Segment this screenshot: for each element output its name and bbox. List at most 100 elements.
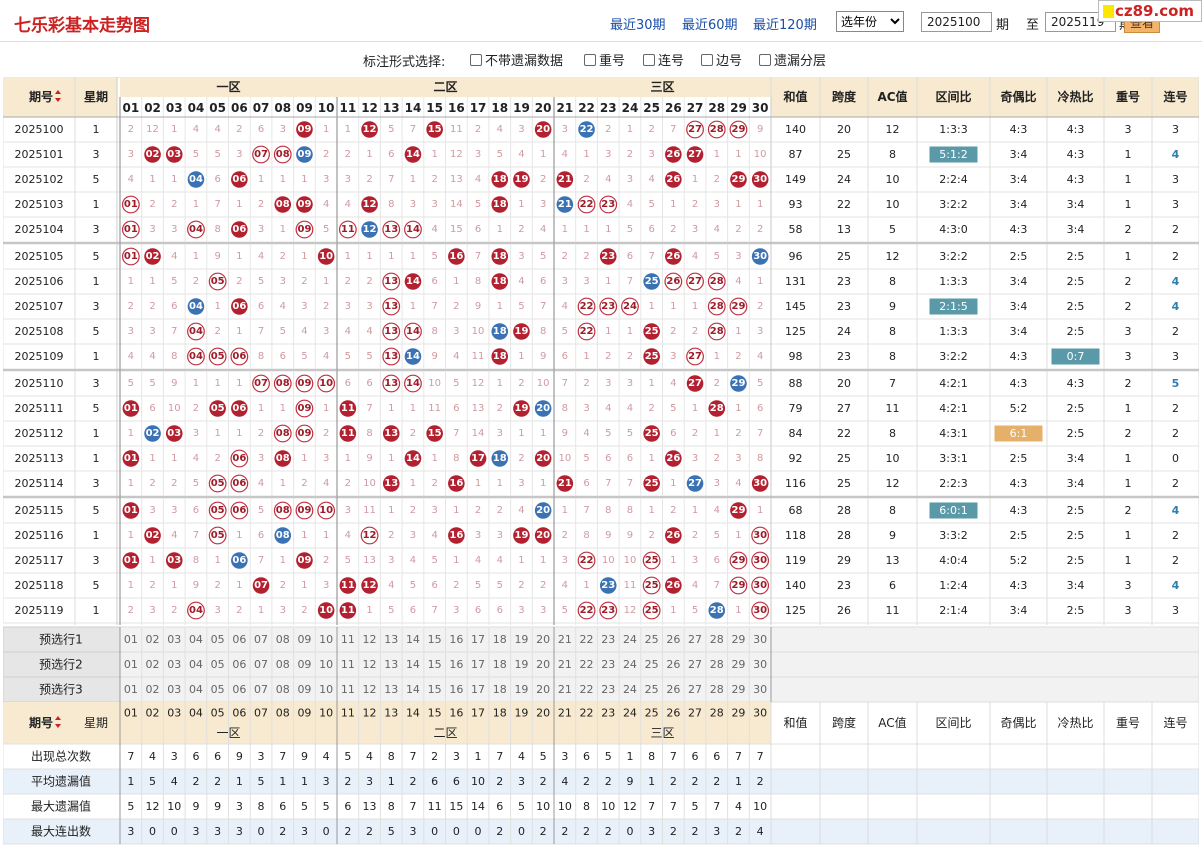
preselect-number[interactable]: 26 bbox=[666, 658, 680, 671]
preselect-number[interactable]: 09 bbox=[297, 633, 311, 646]
preselect-number[interactable]: 11 bbox=[341, 658, 355, 671]
preselect-number[interactable]: 07 bbox=[254, 633, 268, 646]
preselect-number[interactable]: 15 bbox=[428, 658, 442, 671]
preselect-number[interactable]: 21 bbox=[558, 683, 572, 696]
preselect-number[interactable]: 17 bbox=[471, 633, 485, 646]
checkbox-icon[interactable] bbox=[701, 54, 713, 66]
checkbox-icon[interactable] bbox=[643, 54, 655, 66]
preselect-number[interactable]: 27 bbox=[688, 658, 702, 671]
preselect-number[interactable]: 07 bbox=[254, 658, 268, 671]
preselect-number[interactable]: 11 bbox=[341, 633, 355, 646]
preselect-number[interactable]: 06 bbox=[232, 683, 246, 696]
preselect-number[interactable]: 01 bbox=[124, 658, 138, 671]
preselect-number[interactable]: 01 bbox=[124, 683, 138, 696]
preselect-number[interactable]: 05 bbox=[211, 658, 225, 671]
preselect-number[interactable]: 09 bbox=[297, 683, 311, 696]
preselect-number[interactable]: 23 bbox=[601, 658, 615, 671]
preselect-number[interactable]: 25 bbox=[645, 658, 659, 671]
preselect-number[interactable]: 12 bbox=[363, 683, 377, 696]
preselect-number[interactable]: 16 bbox=[449, 633, 463, 646]
preselect-number[interactable]: 29 bbox=[731, 683, 745, 696]
preselect-number[interactable]: 07 bbox=[254, 683, 268, 696]
preselect-number[interactable]: 15 bbox=[428, 683, 442, 696]
preselect-number[interactable]: 11 bbox=[341, 683, 355, 696]
footer-issue-header[interactable]: 期号 bbox=[29, 715, 53, 730]
preselect-number[interactable]: 20 bbox=[536, 658, 550, 671]
issue-header[interactable]: 期号 bbox=[29, 89, 53, 104]
option-edge[interactable]: 边号 bbox=[701, 50, 742, 69]
preselect-number[interactable]: 10 bbox=[319, 633, 333, 646]
preselect-number[interactable]: 16 bbox=[449, 658, 463, 671]
preselect-number[interactable]: 04 bbox=[189, 633, 203, 646]
preselect-number[interactable]: 03 bbox=[167, 633, 181, 646]
preselect-number[interactable]: 27 bbox=[688, 683, 702, 696]
preselect-number[interactable]: 24 bbox=[623, 683, 637, 696]
preselect-number[interactable]: 27 bbox=[688, 633, 702, 646]
preselect-number[interactable]: 05 bbox=[211, 633, 225, 646]
preselect-number[interactable]: 02 bbox=[146, 633, 160, 646]
preselect-number[interactable]: 17 bbox=[471, 658, 485, 671]
preselect-number[interactable]: 19 bbox=[514, 683, 528, 696]
preselect-number[interactable]: 23 bbox=[601, 633, 615, 646]
preselect-number[interactable]: 22 bbox=[580, 683, 594, 696]
checkbox-icon[interactable] bbox=[759, 54, 771, 66]
preselect-number[interactable]: 25 bbox=[645, 683, 659, 696]
preselect-number[interactable]: 14 bbox=[406, 658, 420, 671]
preselect-number[interactable]: 30 bbox=[753, 633, 767, 646]
checkbox-icon[interactable] bbox=[470, 54, 482, 66]
preselect-number[interactable]: 20 bbox=[536, 683, 550, 696]
preselect-number[interactable]: 08 bbox=[276, 683, 290, 696]
preselect-number[interactable]: 23 bbox=[601, 683, 615, 696]
preselect-number[interactable]: 26 bbox=[666, 683, 680, 696]
preselect-number[interactable]: 10 bbox=[319, 683, 333, 696]
preselect-number[interactable]: 03 bbox=[167, 683, 181, 696]
preselect-number[interactable]: 19 bbox=[514, 658, 528, 671]
preselect-number[interactable]: 29 bbox=[731, 633, 745, 646]
preselect-number[interactable]: 19 bbox=[514, 633, 528, 646]
preselect-number[interactable]: 14 bbox=[406, 683, 420, 696]
preselect-number[interactable]: 02 bbox=[146, 683, 160, 696]
preselect-number[interactable]: 05 bbox=[211, 683, 225, 696]
preselect-number[interactable]: 28 bbox=[710, 683, 724, 696]
preselect-number[interactable]: 14 bbox=[406, 633, 420, 646]
preselect-number[interactable]: 13 bbox=[384, 633, 398, 646]
preselect-number[interactable]: 13 bbox=[384, 658, 398, 671]
preselect-number[interactable]: 22 bbox=[580, 633, 594, 646]
link-recent-60[interactable]: 最近60期 bbox=[682, 18, 738, 33]
preselect-number[interactable]: 06 bbox=[232, 658, 246, 671]
preselect-number[interactable]: 12 bbox=[363, 658, 377, 671]
preselect-number[interactable]: 18 bbox=[493, 658, 507, 671]
option-omission-layer[interactable]: 遗漏分层 bbox=[759, 50, 826, 69]
option-repeat[interactable]: 重号 bbox=[584, 50, 625, 69]
option-consecutive[interactable]: 连号 bbox=[643, 50, 684, 69]
preselect-number[interactable]: 12 bbox=[363, 633, 377, 646]
preselect-number[interactable]: 24 bbox=[623, 658, 637, 671]
checkbox-icon[interactable] bbox=[584, 54, 596, 66]
preselect-number[interactable]: 08 bbox=[276, 633, 290, 646]
preselect-number[interactable]: 29 bbox=[731, 658, 745, 671]
preselect-number[interactable]: 13 bbox=[384, 683, 398, 696]
from-issue-input[interactable]: 2025100 bbox=[921, 12, 992, 32]
preselect-number[interactable]: 15 bbox=[428, 633, 442, 646]
preselect-number[interactable]: 04 bbox=[189, 683, 203, 696]
preselect-number[interactable]: 25 bbox=[645, 633, 659, 646]
preselect-number[interactable]: 28 bbox=[710, 658, 724, 671]
link-recent-30[interactable]: 最近30期 bbox=[610, 18, 666, 33]
preselect-number[interactable]: 08 bbox=[276, 658, 290, 671]
preselect-number[interactable]: 30 bbox=[753, 683, 767, 696]
preselect-number[interactable]: 18 bbox=[493, 633, 507, 646]
preselect-number[interactable]: 22 bbox=[580, 658, 594, 671]
preselect-number[interactable]: 10 bbox=[319, 658, 333, 671]
option-no-omission[interactable]: 不带遗漏数据 bbox=[470, 50, 563, 69]
preselect-number[interactable]: 01 bbox=[124, 633, 138, 646]
preselect-number[interactable]: 18 bbox=[493, 683, 507, 696]
preselect-number[interactable]: 02 bbox=[146, 658, 160, 671]
preselect-number[interactable]: 03 bbox=[167, 658, 181, 671]
preselect-number[interactable]: 21 bbox=[558, 658, 572, 671]
preselect-number[interactable]: 28 bbox=[710, 633, 724, 646]
preselect-number[interactable]: 20 bbox=[536, 633, 550, 646]
preselect-number[interactable]: 24 bbox=[623, 633, 637, 646]
link-recent-120[interactable]: 最近120期 bbox=[753, 18, 817, 33]
preselect-number[interactable]: 17 bbox=[471, 683, 485, 696]
preselect-number[interactable]: 16 bbox=[449, 683, 463, 696]
